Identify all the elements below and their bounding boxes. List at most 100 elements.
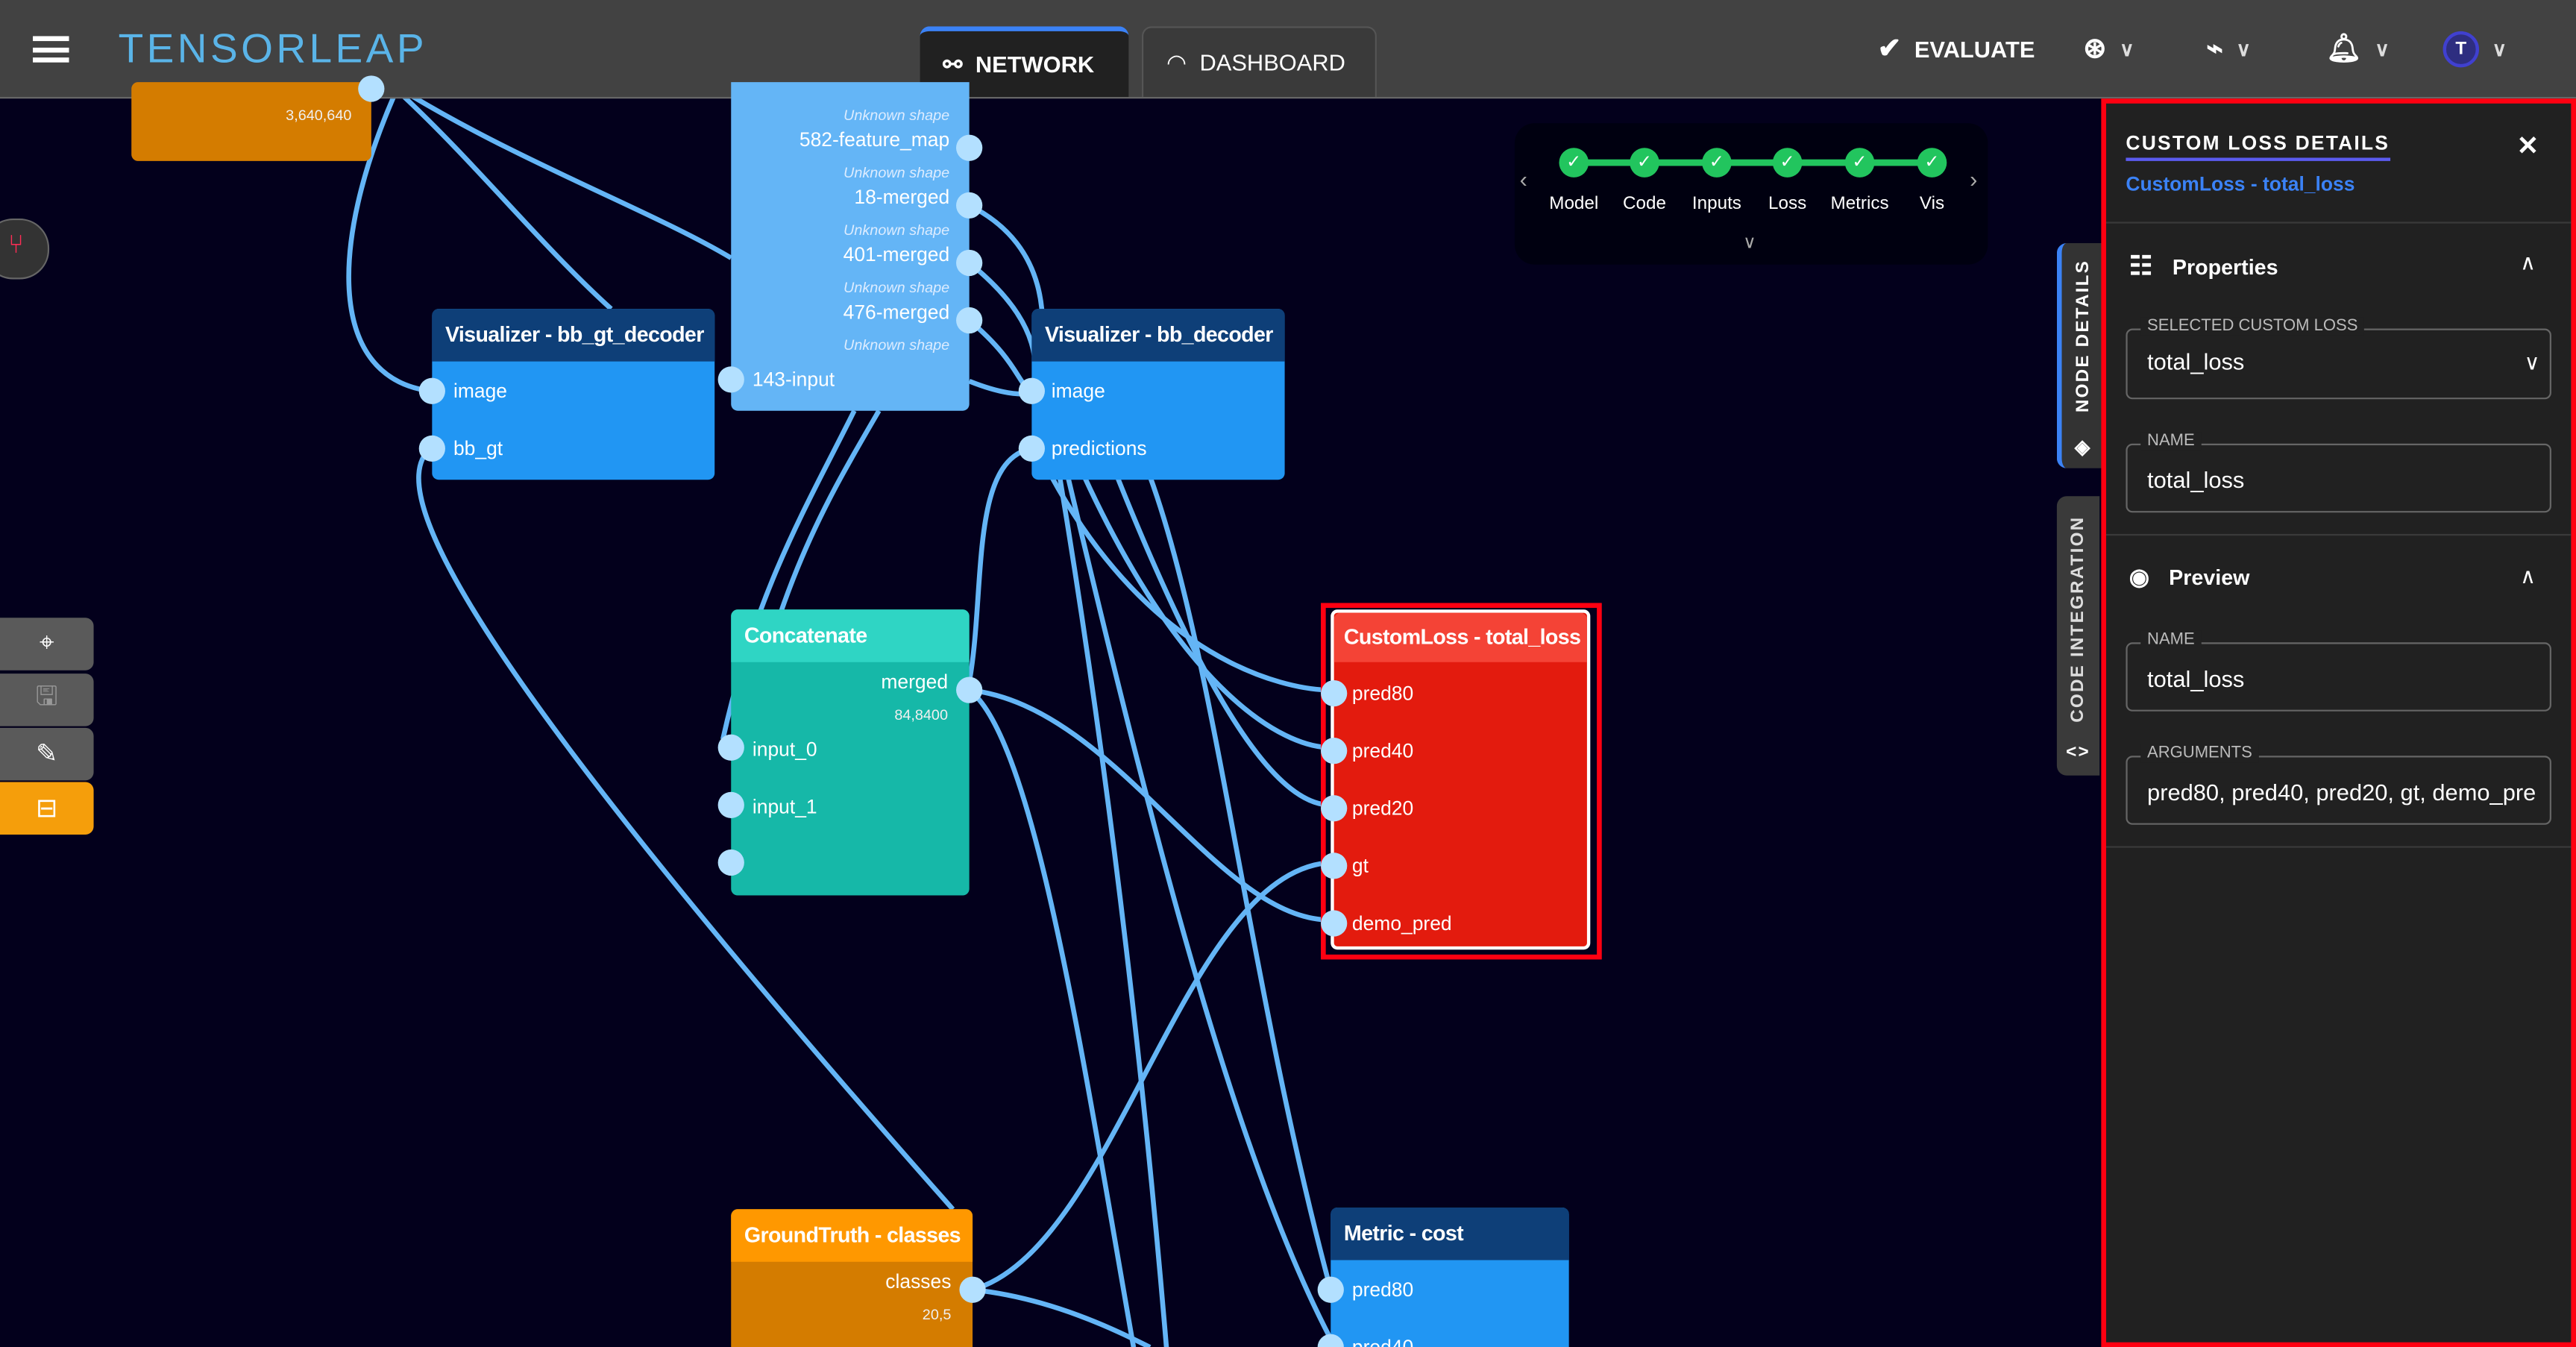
edge [967,446,1033,682]
node-custom-loss-total-loss[interactable]: CustomLoss - total_loss pred80 pred40 pr… [1321,609,1591,950]
selection-highlight [1321,603,1602,960]
node-concatenate[interactable]: Concatenate merged 84,8400 input_0 input… [717,609,983,896]
node-groundtruth-classes[interactable]: GroundTruth - classes classes 20,5 [731,1209,986,1347]
menu-icon[interactable] [33,36,69,63]
step-label: Code [1623,193,1666,214]
chevron-up-icon[interactable]: ∧ [2520,249,2536,274]
port[interactable] [418,377,445,404]
chevron-down-icon: ∨ [2236,37,2251,61]
divider [2105,846,2572,848]
step-check-icon[interactable]: ✓ [1917,148,1947,178]
network-icon: ⚯ [943,50,963,77]
port[interactable] [717,791,744,818]
name-field[interactable]: NAME total_loss [2126,432,2551,513]
layers-icon: ◈ [2074,435,2092,459]
properties-section-header[interactable]: ☷ Properties [2129,250,2278,283]
tab-dashboard[interactable]: ◠ DASHBOARD [1141,26,1377,97]
jobs-menu[interactable]: ⌁ ∨ [2206,33,2251,66]
support-icon: ⊛ [2083,33,2107,64]
chevron-left-icon[interactable]: ‹ [1519,166,1527,192]
save-as-button[interactable]: ✎ [0,727,94,781]
port[interactable] [717,734,744,761]
chevron-down-icon[interactable]: ∨ [1743,233,1756,254]
edge [969,687,1331,923]
step-check-icon[interactable]: ✓ [1844,148,1875,178]
step-label: Metrics [1830,193,1889,214]
port[interactable] [1317,1334,1344,1347]
eye-icon: ◉ [2129,563,2149,590]
divider [2105,533,2572,536]
evaluate-button[interactable]: ✔ EVALUATE [1878,33,2035,66]
save-edit-icon: ✎ [36,741,58,769]
edge [346,94,431,394]
node-visualizer-bb-decoder[interactable]: Visualizer - bb_decoder image prediction… [1018,309,1285,480]
close-icon[interactable]: ✕ [2516,133,2539,161]
support-menu[interactable]: ⊛ ∨ [2083,33,2134,66]
step-label: Vis [1919,193,1945,214]
port[interactable] [1317,1276,1344,1303]
chevron-down-icon: ∨ [2120,37,2134,61]
node-visualizer-bb-gt-decoder[interactable]: Visualizer - bb_gt_decoder image bb_gt [418,309,715,480]
port[interactable] [956,192,983,219]
port[interactable] [1321,679,1348,707]
edge [967,688,1137,1347]
crosshair-icon: ⌖ [39,629,54,658]
tab-node-details[interactable]: NODE DETAILS ◈ [2056,243,2105,468]
chevron-down-icon: ∨ [2524,350,2540,375]
node-input-orange[interactable]: 3,640,640 [131,75,385,161]
port[interactable] [1321,738,1348,764]
node-metric-cost[interactable]: Metric - cost pred80 pred40 [1317,1208,1569,1347]
save-icon: 🖫︎ [35,682,58,711]
branch-button[interactable]: ⑂ [0,218,50,280]
panel-title: CUSTOM LOSS DETAILS [2126,131,2390,161]
port[interactable] [1321,910,1348,937]
center-view-button[interactable]: ⌖ [0,618,94,671]
battery-charge-icon: ⌁ [2206,33,2223,64]
step-label: Inputs [1691,193,1741,214]
port[interactable] [418,435,445,462]
step-check-icon[interactable]: ✓ [1630,148,1659,178]
port[interactable] [1018,435,1045,462]
edge [1114,475,1331,808]
port[interactable] [956,134,983,161]
port[interactable] [956,676,983,703]
notifications-menu[interactable]: 🔔︎ ∨ [2326,33,2390,66]
edge [972,1287,1152,1347]
port[interactable] [1018,377,1045,404]
edge [400,93,613,311]
port[interactable] [956,307,983,334]
port[interactable] [956,249,983,277]
chevron-right-icon[interactable]: › [1970,166,1978,192]
preview-name-field[interactable]: NAME total_loss [2126,630,2551,712]
edge [1081,475,1331,750]
edge [1057,476,1169,1347]
port[interactable] [1321,853,1348,879]
port[interactable] [1321,795,1348,822]
port[interactable] [717,849,744,876]
preview-section-header[interactable]: ◉ Preview [2129,564,2250,591]
panel-collapse-icon: ⊟ [36,795,58,823]
panel-subtitle: CustomLoss - total_loss [2126,172,2355,196]
step-check-icon[interactable]: ✓ [1772,148,1803,178]
arguments-field[interactable]: ARGUMENTS pred80, pred40, pred20, gt, de… [2126,744,2551,825]
edge [1065,476,1333,1340]
custom-loss-details-panel: CUSTOM LOSS DETAILS ✕ CustomLoss - total… [2101,98,2576,1347]
step-check-icon[interactable]: ✓ [1702,148,1732,178]
save-button[interactable]: 🖫︎ [0,674,94,726]
chevron-up-icon[interactable]: ∧ [2520,563,2536,588]
code-icon: <> [2066,742,2090,763]
tab-code-integration[interactable]: CODE INTEGRATION <> [2056,496,2100,776]
step-check-icon[interactable]: ✓ [1559,148,1589,178]
edge [1049,475,1331,693]
divider [2105,222,2572,224]
panel-toggle-button[interactable]: ⊟ [0,782,94,835]
selected-custom-loss-select[interactable]: SELECTED CUSTOM LOSS total_loss ∨ [2126,317,2551,400]
node-layer[interactable]: Unknown shape 582-feature_map Unknown sh… [717,82,983,411]
user-menu[interactable]: T ∨ [2443,31,2507,68]
step-label: Model [1549,193,1599,214]
port[interactable] [959,1276,986,1303]
port[interactable] [358,75,385,102]
port[interactable] [717,366,744,393]
sliders-icon: ☷ [2129,253,2153,281]
